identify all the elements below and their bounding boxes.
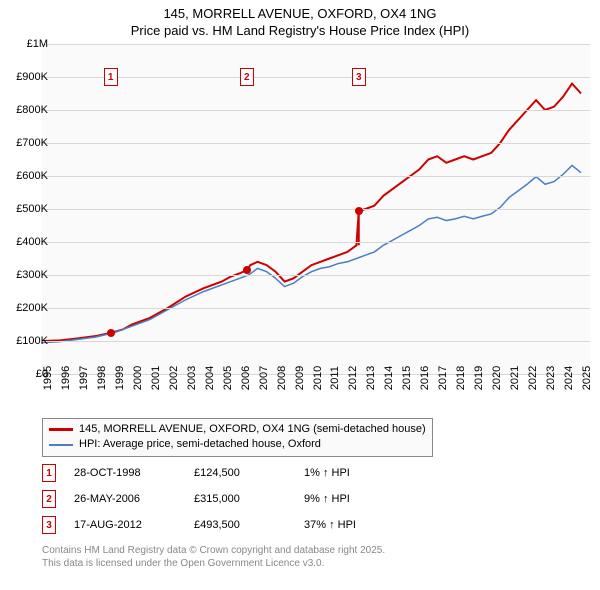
- xtick-label: 2013: [365, 366, 377, 390]
- xtick-label: 2020: [491, 366, 503, 390]
- xtick-label: 2008: [276, 366, 288, 390]
- gridline-h: [42, 308, 590, 309]
- legend-label-hpi: HPI: Average price, semi-detached house,…: [79, 437, 321, 452]
- gridline-h: [42, 110, 590, 111]
- sale-date-2: 26-MAY-2006: [74, 493, 194, 505]
- xtick-label: 2015: [401, 366, 413, 390]
- ytick-label: £800K: [16, 104, 48, 116]
- sale-date-3: 17-AUG-2012: [74, 519, 194, 531]
- ytick-label: £400K: [16, 236, 48, 248]
- xtick-label: 2014: [383, 366, 395, 390]
- gridline-h: [42, 209, 590, 210]
- sale-dot: [355, 207, 363, 215]
- sale-marker-1: 1: [42, 464, 56, 482]
- footer: Contains HM Land Registry data © Crown c…: [42, 544, 385, 570]
- ytick-label: £300K: [16, 269, 48, 281]
- gridline-h: [42, 176, 590, 177]
- xtick-label: 1999: [114, 366, 126, 390]
- title-subtitle: Price paid vs. HM Land Registry's House …: [0, 23, 600, 40]
- title-block: 145, MORRELL AVENUE, OXFORD, OX4 1NG Pri…: [0, 0, 600, 40]
- ytick-label: £200K: [16, 302, 48, 314]
- ytick-label: £700K: [16, 137, 48, 149]
- sales-row-2: 2 26-MAY-2006 £315,000 9% ↑ HPI: [42, 486, 424, 512]
- xtick-label: 1998: [96, 366, 108, 390]
- legend-swatch-property: [49, 428, 73, 431]
- xtick-label: 2007: [258, 366, 270, 390]
- xtick-label: 2025: [581, 366, 593, 390]
- xtick-label: 1995: [42, 366, 54, 390]
- legend-swatch-hpi: [49, 444, 73, 446]
- sale-marker-3: 3: [42, 516, 56, 534]
- xtick-label: 2019: [473, 366, 485, 390]
- xtick-label: 1996: [60, 366, 72, 390]
- ytick-label: £600K: [16, 170, 48, 182]
- series-property: [42, 84, 581, 341]
- sales-row-3: 3 17-AUG-2012 £493,500 37% ↑ HPI: [42, 512, 424, 538]
- xtick-label: 2002: [168, 366, 180, 390]
- xtick-label: 2003: [186, 366, 198, 390]
- sale-dot: [107, 329, 115, 337]
- xtick-label: 2005: [222, 366, 234, 390]
- xtick-label: 2011: [329, 366, 341, 390]
- sale-dot: [243, 266, 251, 274]
- xtick-label: 2010: [312, 366, 324, 390]
- sale-delta-2: 9% ↑ HPI: [304, 493, 424, 505]
- legend-row-property: 145, MORRELL AVENUE, OXFORD, OX4 1NG (se…: [49, 422, 426, 437]
- xtick-label: 2000: [132, 366, 144, 390]
- gridline-h: [42, 275, 590, 276]
- sale-price-2: £315,000: [194, 493, 304, 505]
- sale-price-1: £124,500: [194, 467, 304, 479]
- gridline-h: [42, 143, 590, 144]
- sales-table: 1 28-OCT-1998 £124,500 1% ↑ HPI 2 26-MAY…: [42, 460, 424, 538]
- xtick-label: 2009: [294, 366, 306, 390]
- ytick-label: £500K: [16, 203, 48, 215]
- xtick-label: 1997: [78, 366, 90, 390]
- chart-container: 145, MORRELL AVENUE, OXFORD, OX4 1NG Pri…: [0, 0, 600, 590]
- gridline-h: [42, 77, 590, 78]
- sales-row-1: 1 28-OCT-1998 £124,500 1% ↑ HPI: [42, 460, 424, 486]
- xtick-label: 2023: [545, 366, 557, 390]
- chart-area: 1 2 3: [42, 44, 590, 374]
- series-hpi: [42, 165, 581, 342]
- xtick-label: 2006: [240, 366, 252, 390]
- chart-marker-box: 2: [240, 68, 254, 86]
- footer-line-2: This data is licensed under the Open Gov…: [42, 557, 385, 570]
- gridline-h: [42, 44, 590, 45]
- gridline-h: [42, 242, 590, 243]
- chart-marker-box: 3: [352, 68, 366, 86]
- title-address: 145, MORRELL AVENUE, OXFORD, OX4 1NG: [0, 6, 600, 23]
- xtick-label: 2012: [347, 366, 359, 390]
- sale-marker-2: 2: [42, 490, 56, 508]
- legend-row-hpi: HPI: Average price, semi-detached house,…: [49, 437, 426, 452]
- xtick-label: 2021: [509, 366, 521, 390]
- sale-price-3: £493,500: [194, 519, 304, 531]
- ytick-label: £900K: [16, 71, 48, 83]
- ytick-label: £1M: [27, 38, 48, 50]
- xtick-label: 2017: [437, 366, 449, 390]
- chart-marker-box: 1: [104, 68, 118, 86]
- legend-label-property: 145, MORRELL AVENUE, OXFORD, OX4 1NG (se…: [79, 422, 426, 437]
- sale-delta-1: 1% ↑ HPI: [304, 467, 424, 479]
- ytick-label: £100K: [16, 335, 48, 347]
- xtick-label: 2016: [419, 366, 431, 390]
- legend: 145, MORRELL AVENUE, OXFORD, OX4 1NG (se…: [42, 418, 433, 457]
- xtick-label: 2004: [204, 366, 216, 390]
- xtick-label: 2001: [150, 366, 162, 390]
- gridline-h: [42, 341, 590, 342]
- sale-delta-3: 37% ↑ HPI: [304, 519, 424, 531]
- sale-date-1: 28-OCT-1998: [74, 467, 194, 479]
- xtick-label: 2024: [563, 366, 575, 390]
- xtick-label: 2018: [455, 366, 467, 390]
- footer-line-1: Contains HM Land Registry data © Crown c…: [42, 544, 385, 557]
- xtick-label: 2022: [527, 366, 539, 390]
